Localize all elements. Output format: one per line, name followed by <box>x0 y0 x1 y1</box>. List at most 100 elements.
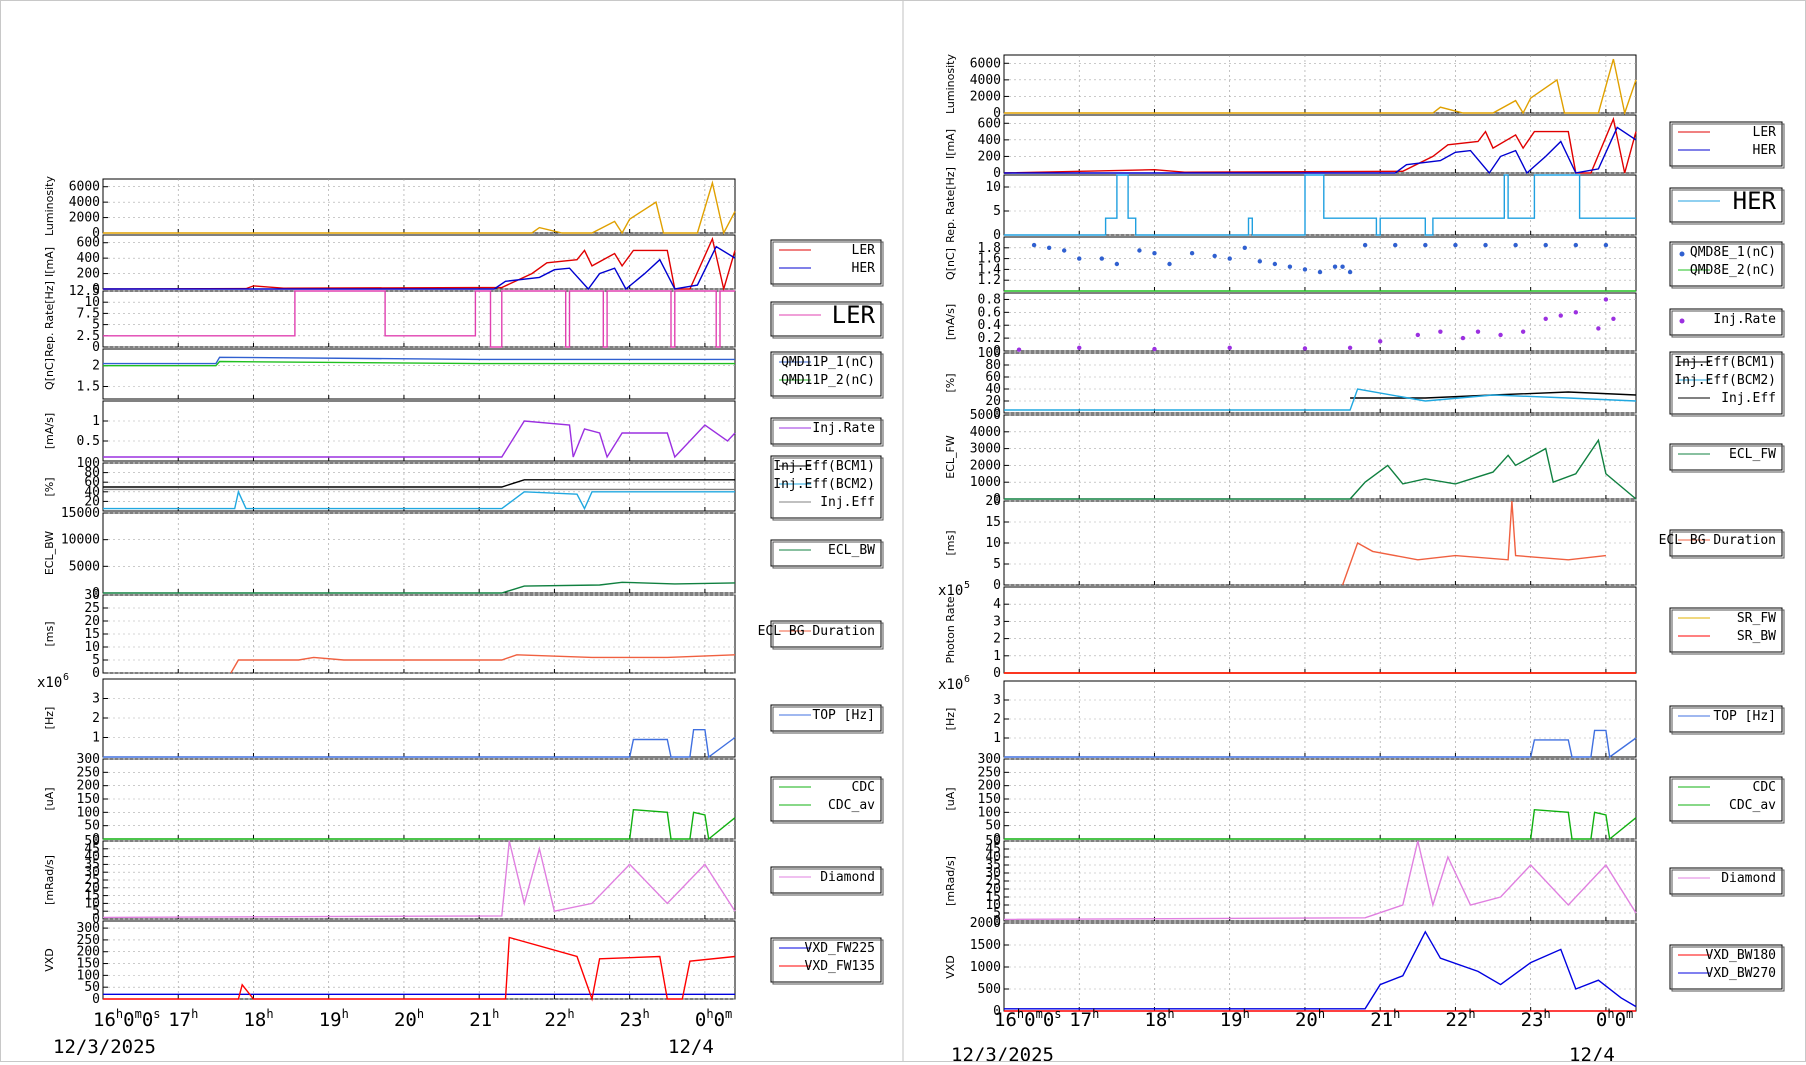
legend-box <box>1669 529 1783 557</box>
legend: VXD_BW180 VXD_BW270 <box>1669 944 1785 992</box>
y-tick-label: 3000 <box>970 442 1001 457</box>
x-tick-label: 19h <box>319 1007 349 1031</box>
y-tick-label: 0.5 <box>77 434 100 449</box>
legend-shadow <box>772 353 884 399</box>
data-point <box>1227 256 1232 261</box>
data-point <box>1573 242 1579 248</box>
legend-box <box>770 301 882 337</box>
data-point <box>1362 242 1368 248</box>
data-point <box>1227 345 1232 350</box>
y-tick-label: 200 <box>77 267 100 282</box>
y-multiplier: x10 <box>938 583 963 599</box>
x-tick-label: 16h0m0s <box>93 1007 161 1031</box>
x-tick-label: 0h0m <box>1596 1007 1633 1031</box>
y-tick-label: 0.8 <box>978 292 1001 307</box>
data-point <box>1212 253 1217 259</box>
legend-label: QMD8E_1(nC) <box>1690 245 1776 260</box>
x-tick-label: 21h <box>469 1007 499 1031</box>
y-tick-label: 25 <box>84 873 100 888</box>
legend-label: QMD11P_2(nC) <box>781 373 875 388</box>
y-tick-label: 2 <box>92 359 100 374</box>
data-point <box>1137 248 1142 253</box>
y-axis-label: I[mA] <box>944 129 957 159</box>
x-tick-label: 21h <box>1370 1007 1400 1031</box>
y-tick-label: 2000 <box>970 89 1001 104</box>
y-axis-label: Q[nC] <box>944 248 957 280</box>
panel-frame <box>1003 414 1637 500</box>
legend: Inj.Eff(BCM1) Inj.Eff(BCM2) Inj.Eff <box>770 455 884 521</box>
legend-shadow <box>772 778 884 824</box>
legend-label: VXD_BW270 <box>1706 966 1776 981</box>
y-axis-label: Luminosity <box>43 176 56 236</box>
legend-box <box>1669 443 1783 471</box>
legend-box <box>770 539 882 567</box>
legend-shadow <box>772 868 884 896</box>
y-tick-label: 20 <box>985 394 1001 409</box>
y-tick-label: 300 <box>77 921 100 936</box>
y-tick-label: 100 <box>978 805 1001 820</box>
data-point <box>1340 264 1345 269</box>
data-point <box>1453 242 1458 248</box>
y-multiplier-exp: 5 <box>964 580 970 591</box>
y-tick-label: 0 <box>993 832 1001 847</box>
y-tick-label: 0 <box>993 228 1001 243</box>
data-point <box>1611 316 1616 321</box>
y-tick-label: 0 <box>993 1004 1001 1019</box>
y-axis-label: ECL_FW <box>944 435 957 479</box>
y-tick-label: 80 <box>985 358 1001 373</box>
legend-box <box>1669 776 1783 822</box>
series-ler <box>1003 116 1637 174</box>
y-tick-label: 2000 <box>970 458 1001 473</box>
y-tick-label: 0 <box>993 166 1001 181</box>
legend-label: Inj.Eff(BCM2) <box>1674 373 1776 388</box>
legend: SR_FW SR_BW <box>1669 607 1785 655</box>
legend-shadow <box>1671 869 1785 897</box>
y-tick-label: 1 <box>92 731 100 746</box>
y-tick-label: 2 <box>92 711 100 726</box>
legend-box <box>770 351 882 397</box>
panel-8: 3 2 1 [Hz] x10 6 TOP [Hz] <box>37 672 884 759</box>
legend-label: VXD_BW180 <box>1706 948 1776 963</box>
y-multiplier-exp: 6 <box>964 674 970 685</box>
y-tick-label: 7.5 <box>77 306 100 321</box>
legend-shadow <box>1671 445 1785 473</box>
legend-box <box>1669 308 1783 336</box>
series-cdc <box>1004 808 1637 841</box>
y-tick-label: 15 <box>84 627 100 642</box>
y-tick-label: 400 <box>978 133 1001 148</box>
x-tick-label: 23h <box>1521 1007 1551 1031</box>
x-tick-label: 17h <box>1069 1007 1099 1031</box>
y-tick-label: 50 <box>84 834 100 849</box>
y-tick-label: 3 <box>92 692 100 707</box>
y-tick-label: 0 <box>92 666 100 681</box>
y-tick-label: 1.6 <box>978 252 1001 267</box>
y-tick-label: 4000 <box>69 195 100 210</box>
series-diamond <box>1003 840 1637 921</box>
panel-frame <box>1003 114 1637 174</box>
legend-shadow <box>772 541 884 569</box>
legend: Inj.Rate <box>770 417 884 447</box>
data-point <box>1332 264 1338 269</box>
y-tick-label: 0 <box>92 992 100 1007</box>
data-point <box>1302 267 1308 272</box>
legend-label: LER <box>1753 125 1777 140</box>
legend: LER <box>770 301 884 339</box>
data-point <box>1272 261 1278 267</box>
y-tick-label: 1000 <box>970 960 1001 975</box>
data-point <box>1498 332 1503 338</box>
series-diamond <box>102 840 736 919</box>
y-axis-label: VXD <box>944 955 957 979</box>
y-tick-label: 100 <box>77 456 100 471</box>
panel-frame <box>1003 54 1637 114</box>
legend-box <box>770 239 882 285</box>
panel-3: 2 1.5 Q[nC] QMD11P_1(nC) QMD11P_2(nC) <box>43 348 884 400</box>
y-tick-label: 20 <box>985 882 1001 897</box>
data-point <box>1543 242 1548 248</box>
y-tick-label: 300 <box>978 752 1001 767</box>
y-tick-label: 20 <box>84 614 100 629</box>
data-point <box>1543 316 1548 321</box>
